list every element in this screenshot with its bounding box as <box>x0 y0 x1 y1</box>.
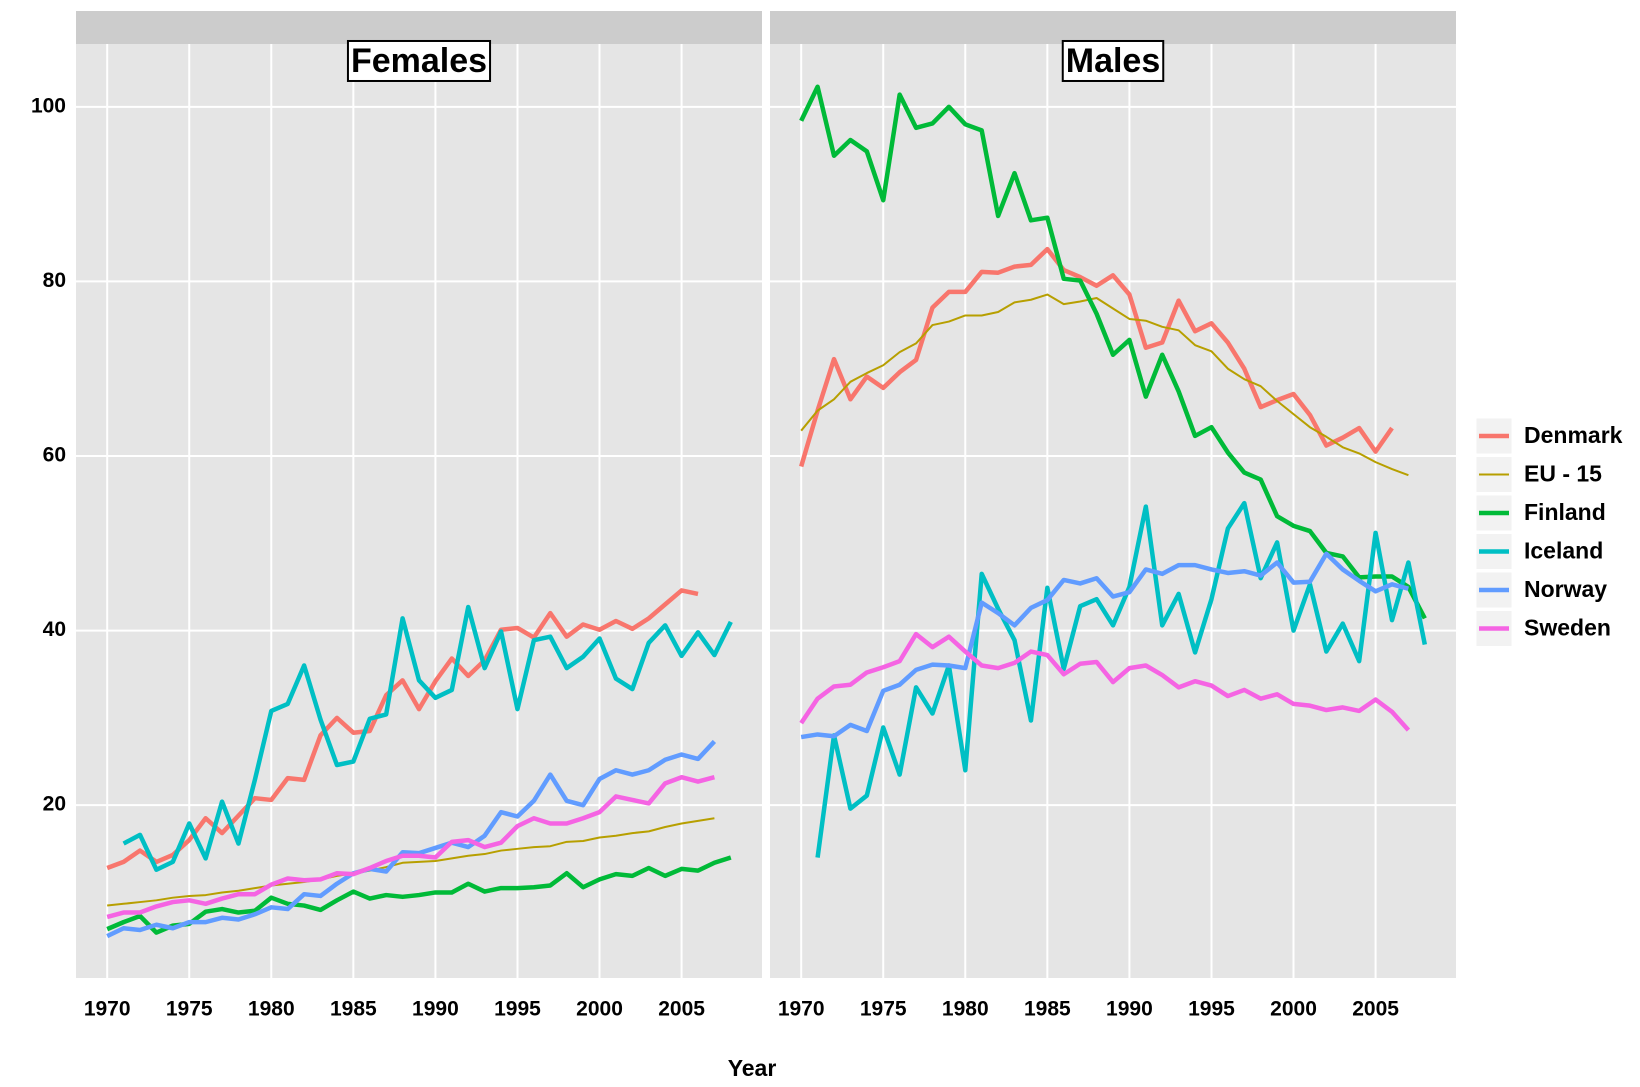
series-line <box>122 604 733 873</box>
panel-title: Males <box>1066 42 1161 80</box>
series-line <box>106 588 699 871</box>
panel-title: Females <box>351 42 487 80</box>
legend-label: EU - 15 <box>1524 461 1602 487</box>
x-tick-label: 2005 <box>658 998 705 1021</box>
y-tick-label: 40 <box>43 618 66 641</box>
x-tick-label: 1990 <box>412 998 459 1021</box>
series-line <box>799 84 1427 620</box>
x-tick-label: 1980 <box>942 998 989 1021</box>
legend-label: Sweden <box>1524 615 1611 641</box>
x-tick-label: 1995 <box>494 998 541 1021</box>
legend-label: Denmark <box>1524 422 1623 448</box>
panel-title-box <box>346 39 492 82</box>
x-tick-label: 1990 <box>1106 998 1153 1021</box>
panel-background <box>770 44 1456 978</box>
facet-strip <box>770 11 1456 44</box>
x-axis-title: Year <box>728 1055 777 1081</box>
series-line <box>800 551 1409 740</box>
y-tick-label: 60 <box>43 444 66 467</box>
legend-label: Norway <box>1524 576 1607 602</box>
x-tick-label: 2005 <box>1352 998 1399 1021</box>
x-tick-label: 2000 <box>576 998 623 1021</box>
x-tick-label: 1985 <box>330 998 377 1021</box>
facet-strip <box>76 11 762 44</box>
series-line <box>815 500 1428 858</box>
y-tick-label: 80 <box>43 269 66 292</box>
x-tick-label: 1970 <box>778 998 825 1021</box>
x-tick-label: 1975 <box>860 998 907 1021</box>
x-tick-label: 1995 <box>1188 998 1235 1021</box>
x-tick-label: 1985 <box>1024 998 1071 1021</box>
series-line <box>106 774 715 920</box>
legend-label: Finland <box>1524 499 1606 525</box>
series-line <box>800 293 1409 477</box>
x-tick-label: 2000 <box>1270 998 1317 1021</box>
y-tick-label: 100 <box>31 94 66 117</box>
y-tick-label: 20 <box>43 793 66 816</box>
series-line <box>106 739 717 939</box>
panel-background <box>76 44 762 978</box>
x-tick-label: 1970 <box>84 998 131 1021</box>
x-tick-label: 1975 <box>166 998 213 1021</box>
panel-title-box <box>1061 39 1165 82</box>
series-line <box>107 817 715 907</box>
x-tick-label: 1980 <box>248 998 295 1021</box>
legend-label: Iceland <box>1524 538 1603 564</box>
series-line <box>799 631 1411 732</box>
series-line <box>799 246 1394 468</box>
series-line <box>106 855 732 935</box>
